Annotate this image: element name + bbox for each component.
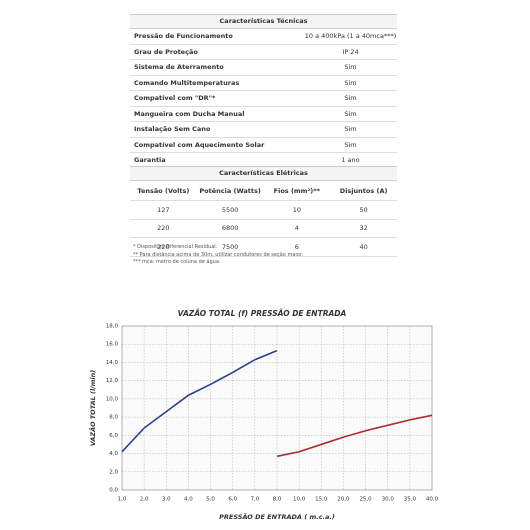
electrical-table: Características Elétricas Tensão (Volts)… <box>130 166 397 257</box>
table-row: 220 7500 6 40 <box>130 238 397 257</box>
x-tick-label: 20,0 <box>337 497 350 503</box>
row-label: Comando Multitemperaturas <box>134 78 240 87</box>
table-row: Instalação Sem Cano Sim <box>130 122 397 138</box>
line-series <box>121 349 278 453</box>
note: *** mca: metro de coluna de água. <box>133 259 221 265</box>
row-value: Sim <box>344 63 357 72</box>
table-row: Pressão de Funcionamento 10 a 400kPa (1 a… <box>130 29 397 45</box>
x-tick-label: 15,0 <box>315 497 328 503</box>
table-cell: 10 <box>292 205 302 214</box>
y-tick-label: 18,0 <box>106 324 119 330</box>
row-value: Sim <box>344 94 357 103</box>
table-cell: 40 <box>359 242 368 251</box>
note: * Dispositivo Diferencial Residual. <box>133 244 218 250</box>
table-row: Compatível com "DR"* Sim <box>130 91 397 107</box>
x-axis-label: PRESSÃO DE ENTRADA ( m.c.a.) <box>219 512 335 521</box>
row-value: IP 24 <box>342 47 359 56</box>
x-tick-label: 10,0 <box>293 497 306 503</box>
x-tick-label: 35,0 <box>404 497 417 503</box>
row-label: Sistema de Aterramento <box>134 63 224 72</box>
row-label: Grau de Proteção <box>134 47 198 56</box>
row-value: 10 a 400kPa (1 a 40mca***) <box>304 32 397 41</box>
row-label: Garantia <box>134 156 166 165</box>
y-tick-label: 16,0 <box>106 342 119 348</box>
table-cell: 5500 <box>221 205 239 214</box>
y-tick-label: 2,0 <box>109 469 118 475</box>
table-row: 220 6800 4 32 <box>130 220 397 238</box>
y-tick-label: 6,0 <box>109 433 118 439</box>
table-cell: 4 <box>294 224 299 233</box>
table-row: Grau de Proteção IP 24 <box>130 45 397 60</box>
y-tick-label: 10,0 <box>106 396 119 402</box>
row-label: Compatível com "DR"* <box>134 94 216 103</box>
table-row: Mangueira com Ducha Manual Sim <box>130 107 397 122</box>
y-tick-label: 14,0 <box>106 360 119 366</box>
y-tick-label: 12,0 <box>106 378 119 384</box>
column-header: Tensão (Volts) <box>137 186 190 195</box>
line-series <box>276 414 433 458</box>
table-title: Características Elétricas <box>130 166 397 181</box>
table-row: Compatível com Aquecimento Solar Sim <box>130 138 397 153</box>
table-row: 127 5500 10 50 <box>130 201 397 220</box>
chart-title: VAZÃO TOTAL (f) PRESSÃO DE ENTRADA <box>178 309 347 318</box>
x-tick-label: 4,0 <box>184 497 193 503</box>
table-cell: 220 <box>157 224 170 233</box>
table-cell: 50 <box>359 205 368 214</box>
column-header: Fios (mm²)** <box>273 186 321 195</box>
table-row: Sistema de Aterramento Sim <box>130 60 397 76</box>
row-value: Sim <box>344 109 357 118</box>
x-tick-label: 40,0 <box>426 497 439 503</box>
y-tick-label: 4,0 <box>109 451 118 457</box>
row-value: Sim <box>344 78 357 87</box>
x-tick-label: 30,0 <box>382 497 395 503</box>
notes: * Dispositivo Diferencial Residual. ** Pa… <box>133 244 303 267</box>
x-tick-label: 8,0 <box>273 497 282 503</box>
header-row: Tensão (Volts) Potência (Watts) Fios (mm²)… <box>130 181 397 201</box>
row-label: Compatível com Aquecimento Solar <box>134 140 265 149</box>
row-label: Pressão de Funcionamento <box>134 32 233 41</box>
x-tick-label: 6,0 <box>228 497 237 503</box>
x-tick-label: 2,0 <box>140 497 149 503</box>
x-tick-label: 5,0 <box>206 497 215 503</box>
table-cell: 127 <box>157 205 170 214</box>
row-label: Instalação Sem Cano <box>134 125 211 134</box>
table-cell: 220 <box>157 242 170 251</box>
x-tick-label: 1,0 <box>118 497 127 503</box>
table-cell: 32 <box>359 224 368 233</box>
row-label: Mangueira com Ducha Manual <box>134 109 245 118</box>
y-axis-label: VAZÃO TOTAL (l/min) <box>88 370 97 446</box>
column-header: Disjuntos (A) <box>339 186 388 195</box>
x-tick-label: 7,0 <box>250 497 259 503</box>
table-title: Características Técnicas <box>130 14 397 29</box>
y-tick-label: 0,0 <box>109 488 118 494</box>
x-tick-label: 3,0 <box>162 497 171 503</box>
row-value: Sim <box>344 125 357 134</box>
row-value: 1 ano <box>341 156 360 165</box>
x-tick-label: 25,0 <box>359 497 372 503</box>
note: ** Para distância acima de 30m, utilizar… <box>133 251 304 258</box>
technical-table: Características Técnicas Pressão de Func… <box>130 14 397 169</box>
table-cell: 6 <box>294 242 299 251</box>
table-row: Comando Multitemperaturas Sim <box>130 76 397 91</box>
table-cell: 6800 <box>221 224 239 233</box>
row-value: Sim <box>344 140 357 149</box>
y-tick-label: 8,0 <box>109 415 118 421</box>
column-header: Potência (Watts) <box>199 186 261 195</box>
table-cell: 7500 <box>221 242 239 251</box>
